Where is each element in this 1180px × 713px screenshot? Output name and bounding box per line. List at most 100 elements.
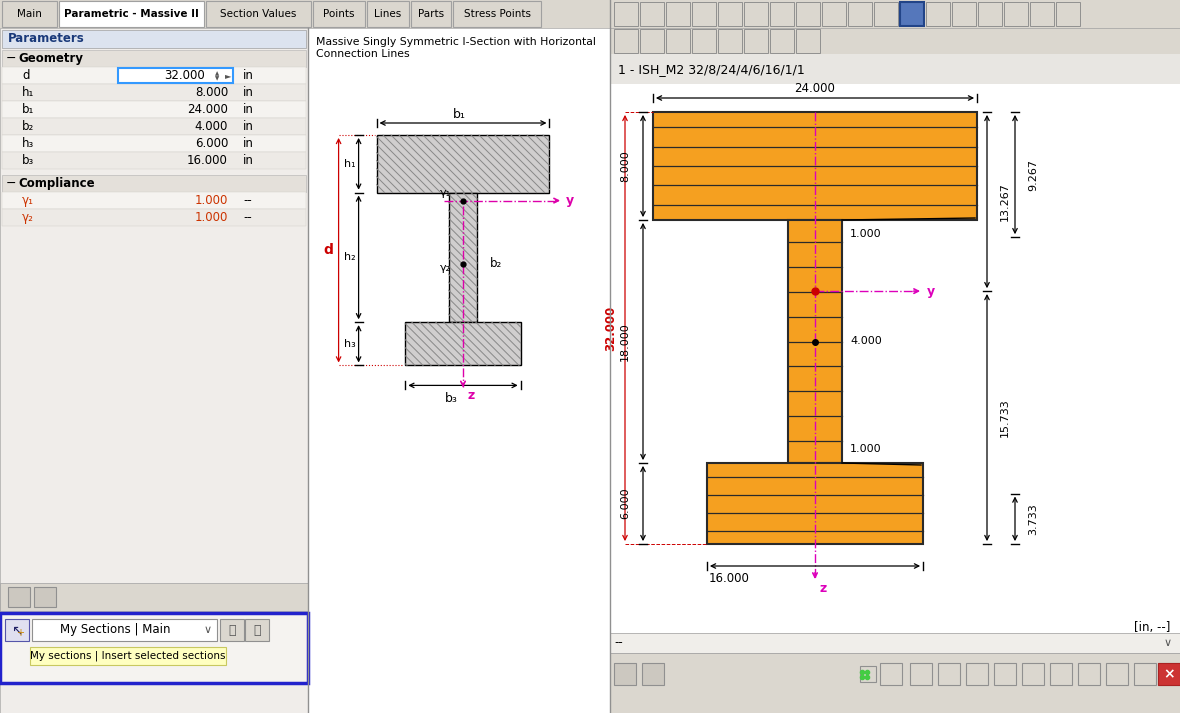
Bar <box>900 2 924 26</box>
Text: 15.733: 15.733 <box>999 398 1010 437</box>
Text: b₃: b₃ <box>445 392 458 405</box>
Bar <box>610 54 1180 84</box>
Bar <box>1030 2 1054 26</box>
Text: d: d <box>22 69 30 82</box>
Text: ∨: ∨ <box>204 625 212 635</box>
Text: z: z <box>819 582 826 595</box>
Text: [in, --]: [in, --] <box>1134 620 1171 633</box>
Text: ▲: ▲ <box>215 71 219 76</box>
Text: 16.000: 16.000 <box>188 154 228 167</box>
Text: b₁: b₁ <box>22 103 34 116</box>
Text: in: in <box>243 103 254 116</box>
Text: in: in <box>243 120 254 133</box>
Bar <box>0 28 308 713</box>
Text: 18.000: 18.000 <box>620 322 630 361</box>
Bar <box>2 192 306 209</box>
Text: 32.000: 32.000 <box>604 305 617 351</box>
Text: h₃: h₃ <box>343 339 355 349</box>
Text: 24.000: 24.000 <box>794 83 835 96</box>
Bar <box>1056 2 1080 26</box>
Bar <box>0 0 1180 28</box>
Text: 9.267: 9.267 <box>1028 158 1038 190</box>
Text: h₂: h₂ <box>343 252 355 262</box>
Text: 6.000: 6.000 <box>620 488 630 519</box>
Text: 4.000: 4.000 <box>850 337 881 347</box>
Text: Parametric - Massive II: Parametric - Massive II <box>64 9 199 19</box>
Bar <box>926 2 950 26</box>
Text: ∨: ∨ <box>1163 638 1172 648</box>
Text: in: in <box>243 69 254 82</box>
Text: b₁: b₁ <box>453 108 465 121</box>
Bar <box>448 193 478 322</box>
Text: 4.000: 4.000 <box>195 120 228 133</box>
Bar <box>938 663 961 685</box>
Bar <box>707 463 923 544</box>
Text: 8.000: 8.000 <box>195 86 228 99</box>
Text: Main: Main <box>17 9 42 19</box>
Bar <box>1134 663 1156 685</box>
Bar <box>1004 2 1028 26</box>
Text: ×: × <box>1163 667 1175 681</box>
Text: ↖: ↖ <box>11 623 22 637</box>
Text: h₁: h₁ <box>343 159 355 169</box>
Bar <box>34 587 55 607</box>
Bar <box>691 29 716 53</box>
Bar <box>610 633 1180 653</box>
Bar <box>2 67 306 84</box>
Bar <box>610 84 1180 633</box>
Bar <box>206 1 312 27</box>
Bar <box>771 29 794 53</box>
Bar <box>745 29 768 53</box>
Bar <box>978 2 1002 26</box>
Bar <box>796 2 820 26</box>
Bar <box>1022 663 1044 685</box>
Text: −: − <box>6 177 17 190</box>
Bar <box>640 2 664 26</box>
Bar <box>367 1 409 27</box>
Bar <box>717 29 742 53</box>
Text: in: in <box>243 154 254 167</box>
Bar <box>2 152 306 169</box>
Text: --: -- <box>614 637 623 650</box>
Bar <box>653 112 977 220</box>
Bar <box>822 2 846 26</box>
Bar <box>2 84 306 101</box>
Text: 16.000: 16.000 <box>709 572 749 585</box>
Bar <box>308 28 610 713</box>
Text: 1.000: 1.000 <box>195 194 228 207</box>
Bar <box>2 135 306 152</box>
Text: 24.000: 24.000 <box>188 103 228 116</box>
Text: in: in <box>243 137 254 150</box>
Text: Massive Singly Symmetric I-Section with Horizontal: Massive Singly Symmetric I-Section with … <box>316 37 596 47</box>
Bar <box>0 613 308 683</box>
Text: Points: Points <box>323 9 355 19</box>
Bar <box>1079 663 1100 685</box>
Text: y: y <box>566 194 575 207</box>
Text: +: + <box>17 628 24 638</box>
Bar <box>376 135 550 193</box>
Bar <box>874 2 898 26</box>
Text: γ₁: γ₁ <box>22 194 34 207</box>
Bar <box>411 1 451 27</box>
Bar <box>994 663 1016 685</box>
Text: ⎕: ⎕ <box>254 623 261 637</box>
Text: My Sections | Main: My Sections | Main <box>60 623 170 637</box>
Bar <box>0 583 308 611</box>
Text: in: in <box>243 86 254 99</box>
Text: b₂: b₂ <box>22 120 34 133</box>
Bar <box>8 587 30 607</box>
Text: γ₂: γ₂ <box>439 263 451 273</box>
Bar <box>666 2 690 26</box>
Text: My sections | Insert selected sections: My sections | Insert selected sections <box>31 651 225 661</box>
Bar <box>1106 663 1128 685</box>
Bar <box>745 2 768 26</box>
Text: b₃: b₃ <box>22 154 34 167</box>
Bar <box>610 0 1180 54</box>
Text: z: z <box>467 389 474 402</box>
Text: γ₂: γ₂ <box>22 211 34 224</box>
Bar <box>2 101 306 118</box>
Bar <box>2 175 306 192</box>
Text: Connection Lines: Connection Lines <box>316 49 409 59</box>
Text: 8.000: 8.000 <box>620 150 630 182</box>
Bar <box>5 619 30 641</box>
